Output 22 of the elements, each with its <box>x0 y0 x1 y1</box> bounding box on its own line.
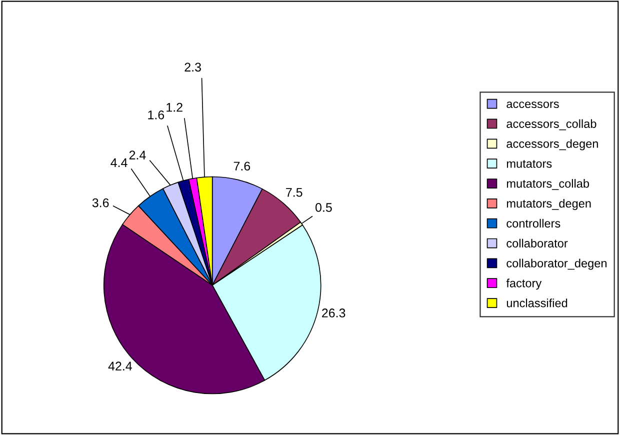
data-label: 0.5 <box>316 203 332 212</box>
data-label: 4.4 <box>110 158 128 167</box>
legend-label: collaborator <box>506 238 568 248</box>
data-label: 42.4 <box>108 362 132 370</box>
legend-label: accessors <box>506 102 559 108</box>
legend-label: mutators_collab <box>506 179 590 190</box>
legend-label: mutators <box>506 160 552 168</box>
data-label: 7.6 <box>234 162 250 171</box>
data-label: 1.2 <box>166 102 182 112</box>
data-label: 2.4 <box>129 150 146 160</box>
data-label: 7.5 <box>286 188 302 197</box>
legend-label: controllers <box>506 218 560 228</box>
legend-label: collaborator_degen <box>506 258 606 270</box>
legend-label: accessors_collab <box>506 119 596 130</box>
data-label: 2.3 <box>184 62 201 72</box>
data-label: 26.3 <box>322 308 346 318</box>
data-label: 3.6 <box>92 198 109 208</box>
legend-label: mutators_degen <box>506 198 591 210</box>
legend-label: factory <box>506 278 542 290</box>
data-label: 1.6 <box>148 110 164 120</box>
legend-label: accessors_degen <box>506 139 598 150</box>
legend-label: unclassified <box>506 298 568 308</box>
